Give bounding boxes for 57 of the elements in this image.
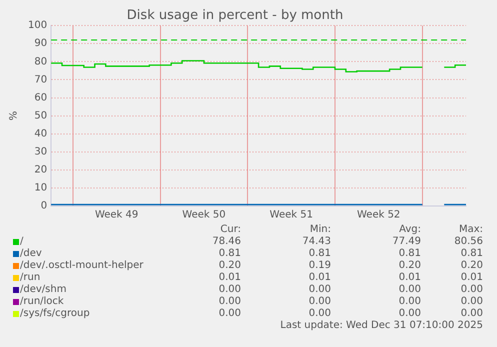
legend-label: / [20, 236, 24, 248]
y-tick-label: 60 [34, 92, 48, 104]
text: 74.43 [301, 236, 332, 248]
text: 78.46 [211, 236, 242, 248]
y-tick-label: 10 [34, 182, 48, 194]
text: Cur: [219, 224, 242, 236]
y-tick-label: 100 [28, 20, 48, 32]
text: 0.00 [308, 296, 332, 308]
legend-label: /dev [20, 248, 42, 260]
text: Avg: [398, 224, 422, 236]
text: 0.81 [460, 248, 484, 260]
y-tick-label: 20 [34, 164, 48, 176]
text: 0.81 [308, 248, 332, 260]
text: 0.00 [218, 308, 242, 320]
text: 0.20 [398, 260, 422, 272]
text: 0.01 [398, 272, 422, 284]
y-tick-label: 30 [34, 146, 48, 158]
x-tick-label: Week 51 [270, 210, 313, 221]
text: 0.00 [308, 284, 332, 296]
text: Max: [458, 224, 484, 236]
text: 0.81 [218, 248, 242, 260]
x-tick-label: Week 50 [182, 210, 226, 221]
legend-label: /run/lock [20, 296, 64, 308]
chart-title: Disk usage in percent - by month [126, 8, 344, 24]
text: 0.20 [218, 260, 242, 272]
text: 0.00 [398, 308, 422, 320]
text: 0.01 [460, 272, 484, 284]
text: 77.49 [391, 236, 422, 248]
y-tick-label: 40 [34, 128, 48, 140]
text: 0.81 [398, 248, 422, 260]
y-tick-label: 50 [34, 110, 48, 122]
text: 0.00 [398, 284, 422, 296]
text: 0.00 [308, 308, 332, 320]
x-tick-label: Week 52 [356, 210, 400, 221]
text: 0.00 [460, 284, 484, 296]
text: 0.00 [218, 284, 242, 296]
text: Last update: Wed Dec 31 07:10:00 2025 [279, 320, 484, 332]
text: 80.56 [453, 236, 484, 248]
text: 0.19 [308, 260, 332, 272]
legend-label: /sys/fs/cgroup [20, 308, 90, 320]
text: 0.20 [460, 260, 484, 272]
x-tick-label: Week 49 [94, 210, 138, 221]
legend-label: /dev/shm [20, 284, 66, 296]
text: 0.00 [218, 296, 242, 308]
text: 0.01 [218, 272, 242, 284]
y-tick-label: 90 [34, 38, 48, 50]
text: Min: [308, 224, 332, 236]
y-tick-label: 0 [40, 200, 48, 212]
legend-label: /dev/.osctl-mount-helper [20, 260, 144, 272]
y-tick-label: 70 [34, 74, 48, 86]
text: 0.00 [460, 296, 484, 308]
text: 0.00 [398, 296, 422, 308]
legend-label: /run [20, 272, 40, 284]
text: 0.00 [460, 308, 484, 320]
text: 0.01 [308, 272, 332, 284]
y-tick-label: 80 [34, 56, 48, 68]
y-axis-title: % [8, 111, 20, 121]
